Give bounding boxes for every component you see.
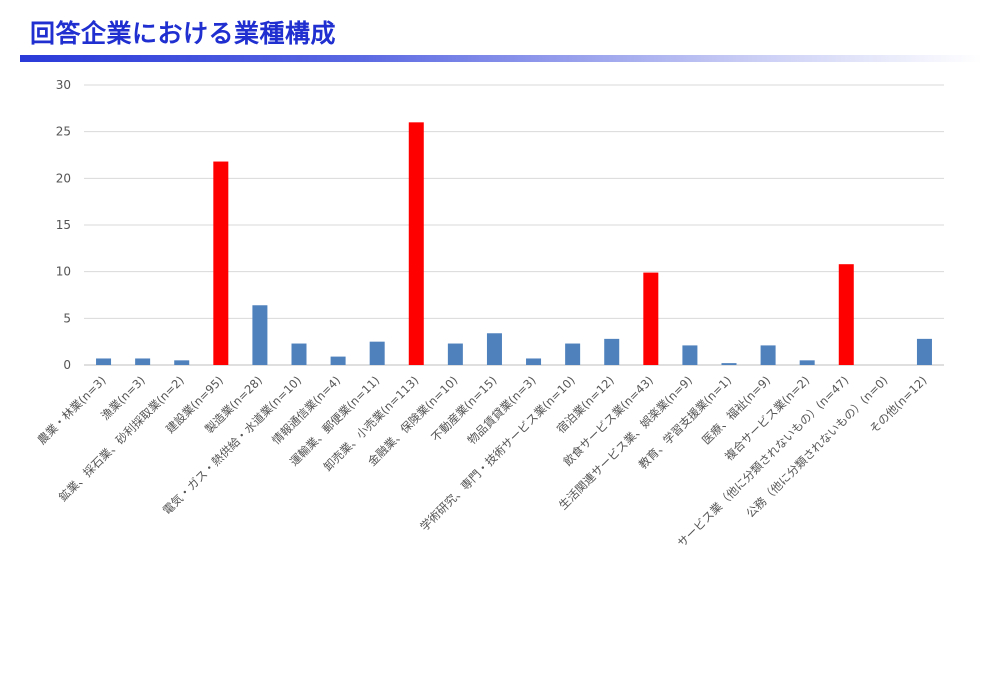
bar [643,272,659,365]
bar [682,345,698,365]
bar [369,341,385,365]
bar [174,360,190,365]
slide-title: 回答企業における業種構成 [30,19,337,48]
bar [916,338,932,365]
bar [838,264,854,365]
bar [526,358,542,365]
grid-lines [84,84,944,366]
y-tick-label: 5 [63,311,71,325]
bar [604,338,620,365]
bar [291,343,307,365]
y-tick-label: 10 [56,265,71,279]
y-tick-label: 30 [56,78,71,92]
bar [96,358,112,365]
bar [799,360,815,365]
x-category-label: 農業・林業(n=3) [35,373,109,447]
bar [213,161,229,365]
x-category-label: 公務（他に分類されないもの）(n=0) [743,373,890,520]
y-tick-label: 20 [56,171,71,185]
bar [447,343,463,365]
title-underline [20,55,982,62]
bars [96,122,932,365]
bar [760,345,776,365]
bar [330,356,346,365]
bar [252,305,268,365]
y-tick-label: 0 [63,358,71,372]
x-axis-labels: 農業・林業(n=3)漁業(n=3)鉱業、採石業、砂利採取業(n=2)建設業(n=… [35,373,930,550]
x-category-label: 電気・ガス・熱供給・水道業(n=10) [160,373,304,517]
x-category-label: 物品賃貸業(n=3) [465,373,539,447]
bar [408,122,424,365]
x-category-label: 情報通信業(n=4) [269,373,343,447]
bar [486,333,502,365]
bar [135,358,151,365]
bar [565,343,581,365]
y-tick-label: 15 [56,218,71,232]
x-category-label: 医療、福祉(n=9) [699,373,773,447]
bar [721,363,737,365]
y-axis-ticks: 0 5 10 15 20 25 30 [56,78,71,372]
y-tick-label: 25 [56,125,71,139]
